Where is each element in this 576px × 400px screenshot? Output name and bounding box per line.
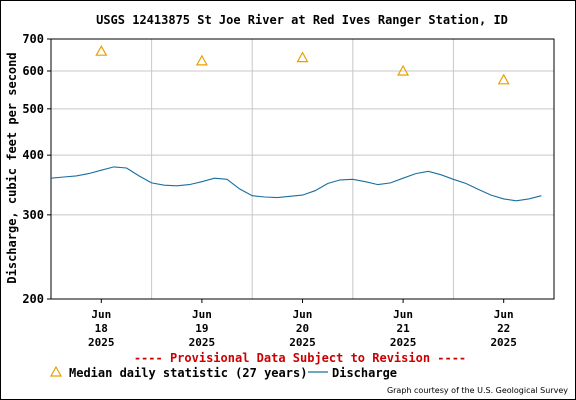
legend-median-label: Median daily statistic (27 years): [69, 366, 307, 380]
median-point-triangle: [497, 73, 510, 85]
median-point-triangle: [195, 54, 208, 66]
y-tick-label: 400: [22, 148, 44, 162]
x-tick-label: Jun: [293, 308, 313, 321]
x-tick-label: 18: [95, 322, 108, 335]
x-tick-label: 2025: [490, 336, 517, 349]
legend: Median daily statistic (27 years) Discha…: [49, 365, 397, 380]
x-tick-label: 2025: [289, 336, 316, 349]
x-tick-label: 22: [497, 322, 510, 335]
y-tick-label: 200: [22, 292, 44, 306]
x-tick-label: 21: [396, 322, 410, 335]
x-tick-label: 2025: [189, 336, 216, 349]
y-tick-label: 600: [22, 64, 44, 78]
legend-median-triangle-icon: [49, 365, 63, 377]
x-tick-label: Jun: [91, 308, 111, 321]
median-point-triangle: [95, 44, 108, 56]
x-tick-label: Jun: [494, 308, 514, 321]
x-tick-label: 19: [195, 322, 208, 335]
x-tick-label: 20: [296, 322, 309, 335]
x-tick-label: Jun: [393, 308, 413, 321]
y-axis-ticks: 200 300 400 500 600 700: [22, 32, 51, 306]
y-tick-label: 700: [22, 32, 44, 46]
legend-discharge-label: Discharge: [332, 366, 397, 380]
y-axis-label: Discharge, cubic feet per second: [5, 52, 19, 283]
series-layer: [50, 44, 542, 202]
plot-area-border: [50, 38, 555, 300]
provisional-notice: ---- Provisional Data Subject to Revisio…: [134, 351, 466, 365]
grid-lines: [51, 39, 554, 299]
x-tick-label: Jun: [192, 308, 212, 321]
y-tick-label: 500: [22, 102, 44, 116]
x-tick-label: 2025: [390, 336, 417, 349]
median-point-triangle: [397, 64, 410, 76]
series-discharge-line: [50, 166, 542, 202]
x-tick-label: 2025: [88, 336, 115, 349]
median-point-triangle: [296, 51, 309, 63]
x-axis-ticks: Jun182025Jun192025Jun202025Jun212025Jun2…: [88, 299, 517, 349]
y-tick-label: 300: [22, 208, 44, 222]
chart-title: USGS 12413875 St Joe River at Red Ives R…: [96, 13, 508, 27]
usgs-credit: Graph courtesy of the U.S. Geological Su…: [387, 386, 568, 395]
